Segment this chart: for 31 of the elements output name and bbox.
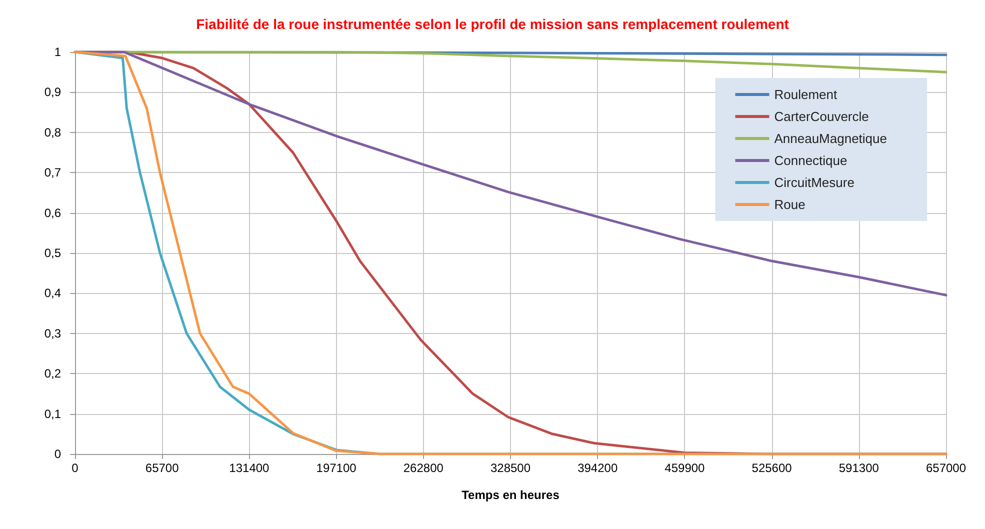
- y-tick-label: 0,6: [44, 206, 62, 220]
- x-tick-label: 525600: [752, 461, 792, 475]
- x-tick-label: 657000: [926, 461, 966, 475]
- x-tick-label: 591300: [838, 461, 880, 475]
- line-series: [74, 50, 948, 456]
- y-tick-label: 0: [54, 447, 62, 461]
- legend-label: Roulement: [774, 87, 838, 102]
- x-tick-label: 262800: [403, 461, 444, 475]
- x-axis-title: Temps en heures: [462, 488, 560, 502]
- x-tick-label: 394200: [578, 461, 618, 475]
- x-tick-label: 197100: [316, 461, 357, 475]
- y-tick-label: 0,7: [44, 166, 62, 180]
- y-tick-label: 0,1: [44, 406, 62, 421]
- legend-label: CircuitMesure: [774, 175, 854, 190]
- legend-label: Roue: [774, 197, 806, 212]
- y-tick-label: 0,4: [44, 286, 62, 300]
- y-tick-label: 0,3: [44, 326, 62, 340]
- y-tick-label: 0,5: [44, 246, 62, 260]
- legend-label: CarterCouvercle: [774, 109, 869, 124]
- x-tick-label: 0: [72, 461, 79, 475]
- x-tick-label: 328500: [490, 461, 531, 475]
- x-tick-label: 131400: [229, 461, 270, 475]
- x-tick-label: 459900: [664, 461, 706, 475]
- y-tick-label: 0,2: [44, 366, 62, 381]
- y-tick-label: 1: [54, 45, 62, 59]
- chart-title: Fiabilité de la roue instrumentée selon le profil de mission sans remplacement roulement: [196, 16, 790, 32]
- legend-label: AnneauMagnetique: [774, 131, 888, 146]
- y-tick-label: 0,8: [44, 125, 62, 140]
- y-tick-label: 0,9: [44, 85, 62, 100]
- legend-label: Connectique: [774, 153, 848, 168]
- x-tick-label: 65700: [145, 461, 180, 475]
